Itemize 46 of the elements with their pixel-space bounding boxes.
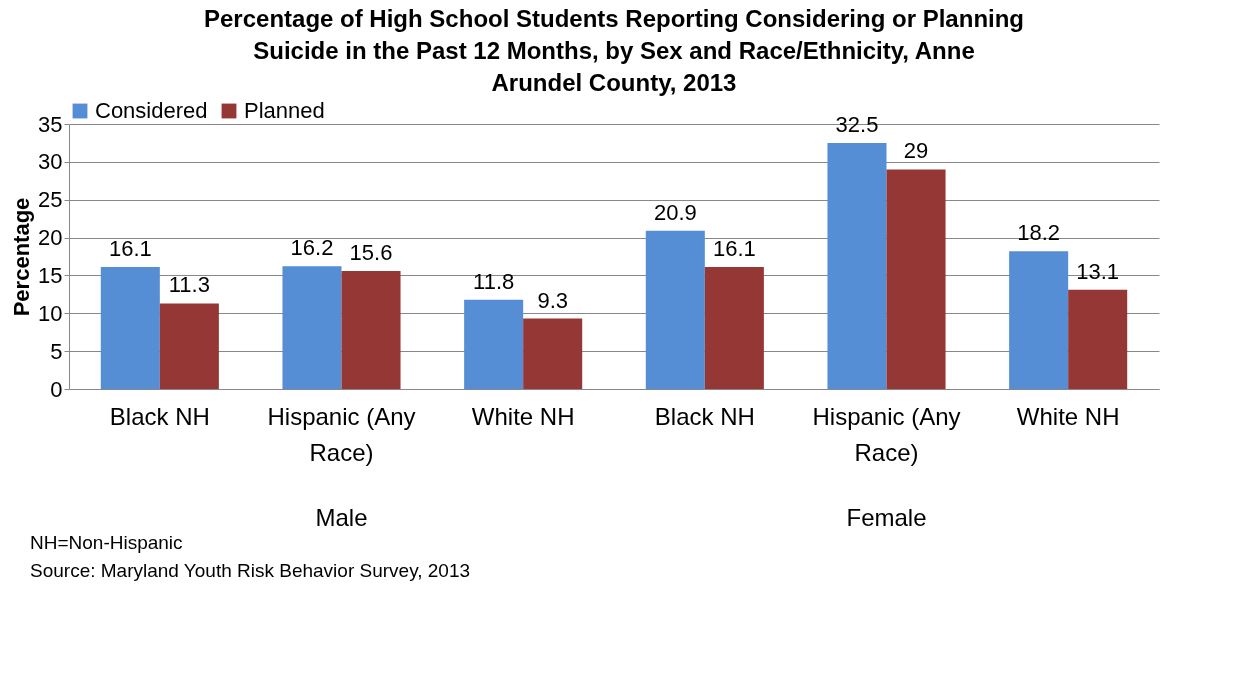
data-label: 20.9 xyxy=(653,199,697,225)
data-label: 13.1 xyxy=(1076,258,1120,284)
data-label: 9.3 xyxy=(537,287,568,313)
bar xyxy=(886,169,946,389)
bar xyxy=(827,142,887,389)
data-label: 11.8 xyxy=(473,268,515,294)
data-label: 32.5 xyxy=(835,111,879,137)
x-tick-label: Hispanic (Any Race) xyxy=(812,402,961,466)
bar xyxy=(282,266,342,389)
y-tick-label: 10 xyxy=(38,300,63,326)
text: Male xyxy=(315,504,368,531)
bar xyxy=(159,303,219,389)
bar xyxy=(523,318,583,389)
bar xyxy=(1009,251,1069,389)
y-axis-title: Percentage xyxy=(9,197,35,317)
bar xyxy=(704,267,764,389)
bar xyxy=(100,267,160,389)
x-tick-label: Black NH xyxy=(654,402,755,430)
x-tick-label: Black NH xyxy=(109,402,210,430)
data-label: 15.6 xyxy=(349,239,393,265)
data-label: 18.2 xyxy=(1017,220,1061,246)
y-tick-label: 15 xyxy=(38,262,63,288)
data-label: 16.1 xyxy=(712,236,756,262)
x-tick-label: White NH xyxy=(471,402,575,430)
y-tick-label: 20 xyxy=(38,225,63,251)
data-label: 16.2 xyxy=(290,235,334,261)
source-note: Source: Maryland Youth Risk Behavior Survey, 2013 xyxy=(30,559,472,583)
y-tick-label: 0 xyxy=(50,376,63,402)
x-tick-label: Hispanic (Any Race) xyxy=(267,402,416,466)
y-tick-label: 25 xyxy=(38,187,63,213)
chart-title: Percentage of High School Students Reporting Considering or Planning Suicide in the Past 12 Months, by Sex and Race/Ethnicity, Anne Arundel County, 2013 xyxy=(203,5,1025,96)
data-label: 16.1 xyxy=(108,236,152,262)
y-tick-label: 35 xyxy=(38,111,63,137)
text: NH=Non-Hispanic xyxy=(30,532,183,553)
y-tick-label: 30 xyxy=(38,149,63,175)
data-label: 29 xyxy=(903,138,929,164)
bar xyxy=(1068,289,1128,389)
text: Female xyxy=(846,504,927,531)
legend-label: Planned xyxy=(244,98,325,123)
bar xyxy=(645,230,705,389)
bar xyxy=(464,299,524,389)
x-tick-label: White NH xyxy=(1016,402,1120,430)
bar xyxy=(341,270,401,389)
y-tick-label: 5 xyxy=(50,338,63,364)
data-label: 11.3 xyxy=(168,272,210,298)
legend-label: Considered xyxy=(95,98,208,123)
